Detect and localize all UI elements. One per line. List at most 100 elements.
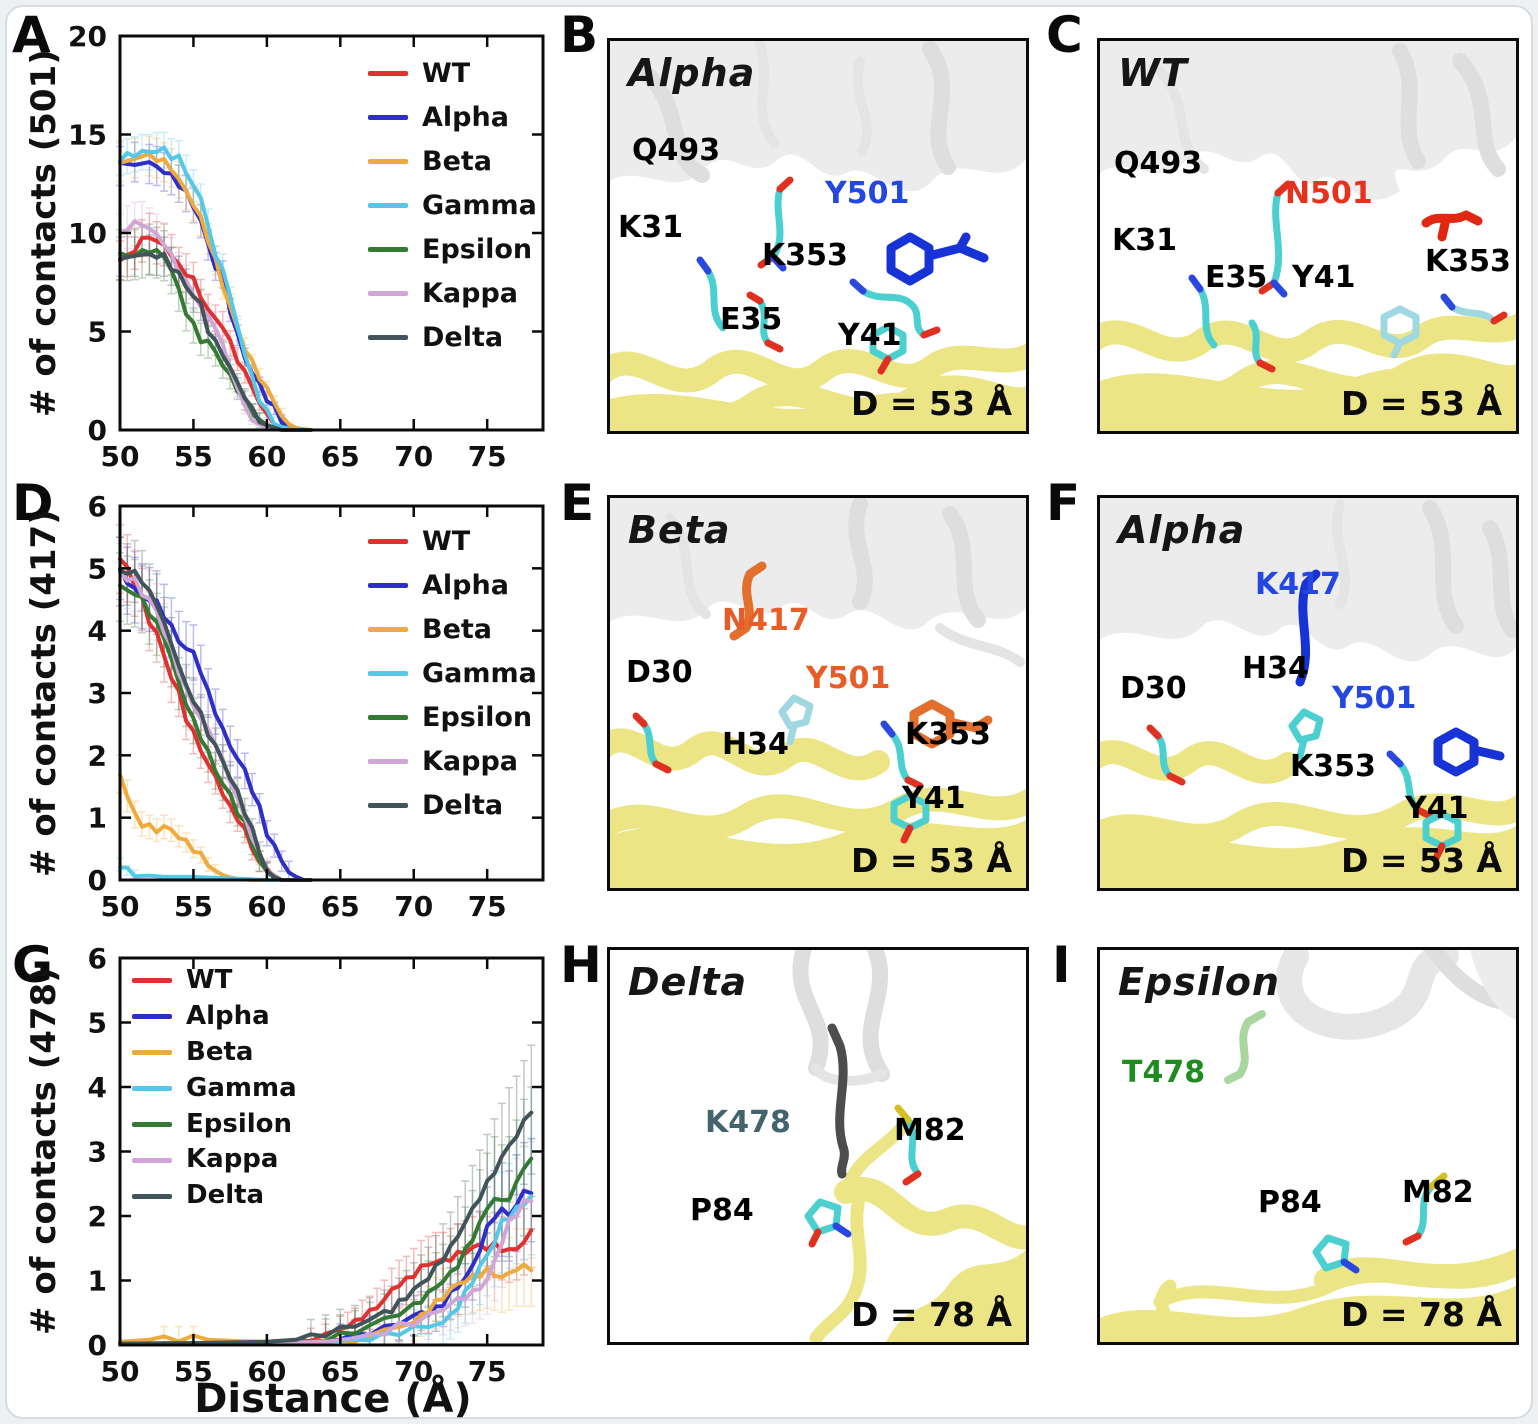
residue-label-k353: K353 — [905, 717, 991, 752]
residue-label-n417: N417 — [722, 603, 810, 638]
distance-label: D = 53 Å — [851, 841, 1012, 880]
residue-label-k31: K31 — [618, 210, 683, 245]
svg-text:75: 75 — [468, 440, 507, 473]
legend-item-wt: WT — [132, 965, 297, 996]
svg-text:4: 4 — [88, 615, 107, 648]
legend-swatch — [368, 203, 408, 209]
residue-label-y501: Y501 — [825, 176, 910, 211]
svg-text:15: 15 — [68, 119, 107, 152]
legend-item-kappa: Kappa — [368, 746, 537, 777]
residue-label-y501: Y501 — [1332, 681, 1417, 716]
residue-label-e35: E35 — [720, 302, 783, 337]
residue-label-y41: Y41 — [838, 318, 902, 353]
legend-swatch — [132, 1157, 172, 1163]
legend-label: Epsilon — [422, 234, 533, 266]
svg-text:75: 75 — [468, 1355, 507, 1388]
structure-panel-h: Delta K478 M82 P84 D = 78 Å — [607, 947, 1029, 1345]
molecular-render-wt-501 — [1100, 41, 1516, 431]
molecular-render-epsilon-478 — [1100, 950, 1516, 1342]
panel-letter-b: B — [560, 6, 599, 64]
distance-label: D = 53 Å — [1341, 841, 1502, 880]
legend-label: WT — [186, 965, 233, 995]
legend-item-gamma: Gamma — [132, 1073, 297, 1104]
svg-text:3: 3 — [88, 1136, 107, 1169]
legend-label: Beta — [422, 614, 493, 646]
chart-a-legend: WT Alpha Beta Gamma Epsilon Kappa Delta — [368, 58, 537, 366]
svg-text:50: 50 — [101, 440, 140, 473]
svg-text:70: 70 — [394, 440, 433, 473]
legend-item-kappa: Kappa — [132, 1145, 297, 1175]
chart-g-legend: WT Alpha Beta Gamma Epsilon Kappa Delta — [132, 965, 297, 1217]
legend-label: Beta — [186, 1036, 254, 1067]
legend-label: Delta — [422, 322, 504, 354]
legend-swatch — [368, 539, 408, 545]
panel-letter-d: D — [12, 474, 54, 532]
legend-item-epsilon: Epsilon — [368, 702, 537, 733]
svg-text:70: 70 — [394, 890, 433, 923]
legend-swatch — [368, 583, 408, 589]
svg-text:65: 65 — [321, 1355, 360, 1388]
svg-text:1: 1 — [88, 1265, 107, 1298]
chart-d: 50 55 60 65 70 75 0 1 2 3 4 5 6 — [88, 490, 545, 923]
legend-swatch — [368, 159, 408, 165]
legend-swatch — [368, 715, 408, 721]
residue-label-h34: H34 — [1242, 651, 1309, 686]
svg-text:3: 3 — [88, 677, 107, 710]
legend-label: Kappa — [186, 1144, 279, 1175]
legend-item-delta: Delta — [368, 790, 537, 821]
svg-text:5: 5 — [88, 552, 107, 585]
residue-label-d30: D30 — [626, 655, 693, 690]
svg-text:0: 0 — [88, 864, 107, 897]
residue-label-p84: P84 — [690, 1193, 754, 1228]
svg-text:2: 2 — [88, 739, 107, 772]
legend-label: Kappa — [422, 278, 519, 310]
variant-title: WT — [1118, 51, 1188, 95]
legend-swatch — [132, 1193, 172, 1199]
residue-label-h34: H34 — [722, 727, 789, 762]
distance-label: D = 53 Å — [1341, 384, 1502, 423]
distance-label: D = 78 Å — [851, 1295, 1012, 1334]
svg-text:1: 1 — [88, 802, 107, 835]
residue-label-y41: Y41 — [1292, 260, 1356, 295]
legend-item-wt: WT — [368, 526, 537, 557]
residue-label-q493: Q493 — [632, 133, 721, 168]
legend-item-alpha: Alpha — [132, 1001, 297, 1032]
variant-title: Delta — [628, 960, 748, 1004]
panel-letter-g: G — [12, 936, 54, 994]
residue-label-p84: P84 — [1258, 1185, 1322, 1220]
molecular-render-alpha-417 — [1100, 498, 1516, 888]
structure-panel-b: Alpha Q493 K31 Y501 K353 E35 Y41 D = 53 … — [607, 38, 1029, 434]
legend-item-wt: WT — [368, 58, 537, 89]
svg-text:6: 6 — [88, 942, 107, 975]
chart-a: 50 55 60 65 70 75 0 5 10 15 20 — [68, 20, 545, 473]
legend-label: Delta — [186, 1180, 265, 1211]
residue-label-t478: T478 — [1122, 1055, 1206, 1090]
variant-title: Alpha — [628, 51, 756, 95]
panel-letter-c: C — [1046, 6, 1083, 64]
svg-text:70: 70 — [394, 1355, 433, 1388]
residue-label-q493: Q493 — [1114, 146, 1203, 181]
svg-text:60: 60 — [247, 440, 286, 473]
svg-text:0: 0 — [88, 414, 107, 447]
residue-label-m82: M82 — [894, 1113, 966, 1148]
legend-label: Alpha — [422, 102, 509, 134]
panel-letter-h: H — [560, 936, 602, 994]
svg-text:2: 2 — [88, 1200, 107, 1233]
legend-item-beta: Beta — [132, 1036, 297, 1068]
distance-label: D = 53 Å — [851, 384, 1012, 423]
legend-swatch — [368, 247, 408, 253]
legend-label: Beta — [422, 146, 493, 178]
residue-label-k353: K353 — [762, 238, 848, 273]
svg-text:50: 50 — [101, 890, 140, 923]
svg-text:6: 6 — [88, 490, 107, 523]
legend-label: Gamma — [422, 658, 537, 690]
legend-label: Kappa — [422, 746, 519, 778]
svg-text:65: 65 — [321, 890, 360, 923]
legend-swatch — [132, 1050, 172, 1056]
residue-label-m82: M82 — [1402, 1175, 1474, 1210]
legend-swatch — [368, 71, 408, 77]
svg-text:0: 0 — [88, 1329, 107, 1362]
residue-label-k478: K478 — [705, 1105, 791, 1140]
structure-panel-c: WT Q493 N501 K31 E35 Y41 K353 D = 53 Å — [1097, 38, 1519, 434]
panel-letter-i: I — [1052, 936, 1071, 994]
